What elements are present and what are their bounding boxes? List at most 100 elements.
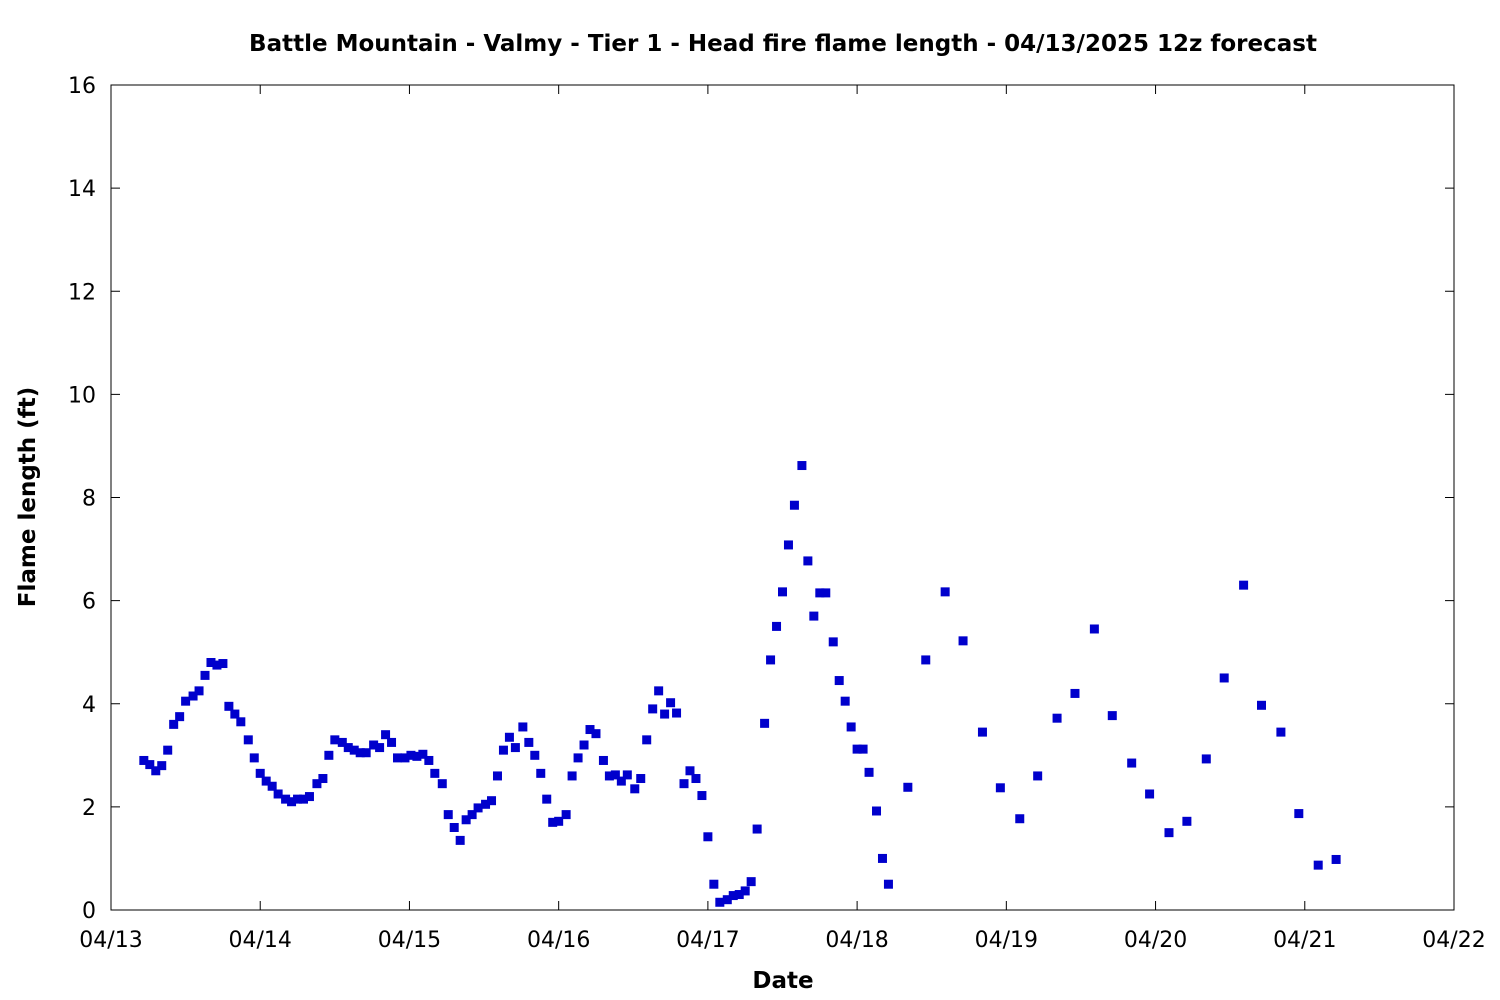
- data-point: [504, 732, 514, 742]
- data-point: [139, 755, 149, 765]
- data-point: [766, 655, 776, 665]
- data-point: [1276, 727, 1286, 737]
- data-point: [375, 743, 385, 753]
- data-point: [648, 704, 658, 714]
- data-point: [1219, 673, 1229, 683]
- data-point: [883, 879, 893, 889]
- data-point: [200, 670, 210, 680]
- data-point: [281, 794, 291, 804]
- data-point: [324, 750, 334, 760]
- data-point: [728, 891, 738, 901]
- data-point: [630, 784, 640, 794]
- data-point: [548, 817, 558, 827]
- data-point: [977, 727, 987, 737]
- data-point: [261, 776, 271, 786]
- data-point: [400, 753, 410, 763]
- data-point: [598, 755, 608, 765]
- data-point: [206, 658, 216, 667]
- data-point: [188, 691, 198, 701]
- data-point: [622, 770, 632, 780]
- data-point: [467, 810, 477, 820]
- data-point: [1182, 816, 1192, 826]
- data-point: [236, 717, 246, 727]
- data-point: [449, 823, 459, 832]
- data-point: [852, 744, 862, 754]
- y-tick-label: 16: [68, 74, 96, 99]
- data-point: [455, 835, 465, 845]
- data-point: [1015, 814, 1025, 824]
- y-tick-label: 0: [82, 899, 96, 924]
- x-tick-label: 04/13: [79, 928, 142, 953]
- data-point: [828, 637, 838, 647]
- data-point: [685, 766, 695, 776]
- x-tick-label: 04/17: [676, 928, 739, 953]
- data-point: [318, 774, 328, 784]
- data-point: [273, 789, 283, 799]
- data-point: [157, 761, 167, 771]
- data-point: [567, 771, 577, 781]
- data-point: [194, 686, 204, 696]
- data-point: [542, 794, 552, 804]
- y-tick-label: 8: [82, 487, 96, 512]
- data-point: [1145, 789, 1155, 799]
- data-point: [212, 660, 222, 670]
- data-point: [293, 794, 303, 804]
- data-point: [218, 659, 228, 669]
- data-point: [636, 774, 646, 784]
- x-tick-label: 04/20: [1124, 928, 1187, 953]
- data-point: [834, 676, 844, 686]
- data-point: [722, 895, 732, 905]
- data-point: [660, 709, 670, 719]
- data-point: [858, 744, 868, 754]
- x-tick-label: 04/14: [229, 928, 292, 953]
- data-point: [175, 712, 185, 722]
- data-point: [536, 768, 546, 778]
- y-tick-label: 10: [68, 383, 96, 408]
- data-point: [697, 791, 707, 801]
- data-point: [418, 749, 428, 759]
- data-point: [1070, 688, 1080, 698]
- data-point: [691, 774, 701, 784]
- x-tick-label: 04/19: [975, 928, 1038, 953]
- data-point: [163, 745, 173, 755]
- data-point: [872, 806, 882, 816]
- y-tick-label: 4: [82, 693, 96, 718]
- data-point: [1201, 754, 1211, 764]
- x-tick-label: 04/15: [378, 928, 441, 953]
- data-point: [424, 755, 434, 765]
- data-point: [298, 794, 308, 804]
- data-point: [1294, 809, 1304, 819]
- data-points: [139, 461, 1341, 907]
- data-point: [666, 698, 676, 708]
- data-point: [840, 696, 850, 706]
- data-point: [815, 588, 825, 598]
- data-point: [864, 767, 874, 777]
- data-point: [1107, 711, 1117, 721]
- data-point: [709, 879, 719, 889]
- data-point: [249, 753, 259, 763]
- data-point: [518, 722, 528, 732]
- data-point: [703, 832, 713, 842]
- data-point: [267, 781, 277, 791]
- data-point: [255, 768, 265, 778]
- data-point: [940, 587, 950, 597]
- data-point: [715, 897, 725, 907]
- x-tick-label: 04/16: [527, 928, 590, 953]
- data-point: [579, 740, 589, 750]
- data-point: [381, 730, 391, 740]
- data-point: [672, 708, 682, 718]
- data-point: [1164, 828, 1174, 838]
- data-point: [591, 729, 601, 739]
- data-point: [473, 803, 483, 813]
- data-point: [145, 760, 155, 770]
- data-point: [243, 735, 253, 745]
- data-point: [230, 709, 240, 719]
- data-point: [169, 719, 179, 729]
- x-tick-label: 04/18: [825, 928, 888, 953]
- data-point: [616, 776, 626, 786]
- data-point: [430, 768, 440, 778]
- y-axis-label: Flame length (ft): [15, 387, 41, 607]
- x-tick-label: 04/21: [1273, 928, 1336, 953]
- x-axis: 04/13 04/14 04/15 04/16 04/17 04/18 04/19 04/20…: [79, 85, 1486, 953]
